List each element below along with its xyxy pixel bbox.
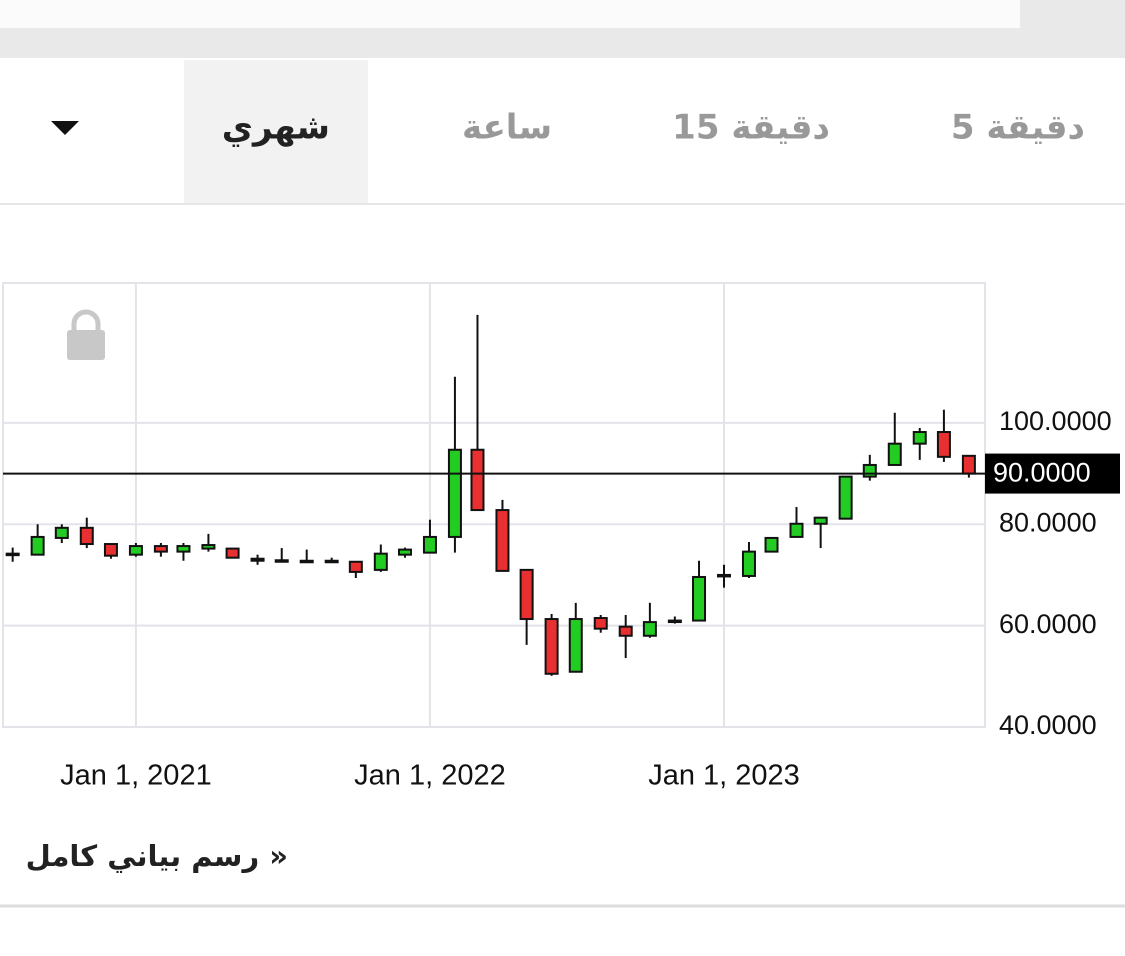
candle-body [225, 547, 240, 559]
candle-body [593, 617, 608, 630]
candle-body [348, 560, 363, 573]
last-price-label: 90.0000 [993, 458, 1091, 488]
y-tick-label: 100.0000 [999, 406, 1112, 436]
y-tick-label: 60.0000 [999, 609, 1097, 639]
candle-body [103, 543, 118, 557]
candle-body [618, 625, 633, 637]
tab[interactable]: شهري [222, 108, 330, 148]
candle-body [764, 536, 779, 553]
top-card [0, 0, 1020, 28]
candle-body [544, 618, 559, 675]
candle-body [568, 618, 583, 673]
candle-body [274, 559, 289, 563]
candle-body [936, 431, 951, 458]
candle-body [176, 545, 191, 553]
candle-body [54, 526, 69, 539]
candle-body [397, 548, 412, 556]
lock-icon [67, 309, 105, 360]
candle-body [422, 535, 437, 554]
candle-body [887, 442, 902, 466]
candle-body [30, 535, 45, 556]
y-tick-label: 80.0000 [999, 507, 1097, 537]
x-tick-label: Jan 1, 2022 [354, 760, 506, 792]
candle-body [813, 516, 828, 525]
plot-area [2, 282, 986, 728]
candle-body [201, 544, 216, 550]
candle-body [912, 431, 927, 445]
candle-body [250, 557, 265, 562]
candle-body [642, 621, 657, 637]
tab[interactable]: 5 دقيقة [951, 108, 1085, 148]
candle-body [667, 619, 682, 624]
x-tick-label: Jan 1, 2023 [648, 760, 800, 792]
tab[interactable]: 15 دقيقة [672, 108, 830, 148]
candle-body [862, 463, 877, 478]
dropdown[interactable] [51, 121, 79, 135]
candle-body [299, 559, 314, 564]
candle-body [519, 568, 534, 621]
candle-body [789, 522, 804, 538]
candle-body [373, 552, 388, 571]
candle-body [324, 559, 339, 564]
candle-body [741, 550, 756, 577]
candle-body [470, 448, 485, 512]
candle-body [495, 509, 510, 572]
candle-body [961, 454, 976, 475]
candle-body [79, 526, 94, 546]
candle-body [153, 545, 168, 553]
candle-body [5, 552, 20, 557]
last-price-box [985, 453, 1120, 494]
candle-body [447, 448, 462, 538]
x-tick-label: Jan 1, 2021 [60, 760, 212, 792]
y-tick-label: 40.0000 [999, 710, 1097, 740]
full-chart-link[interactable]: رسم بياني كامل » [26, 839, 288, 873]
selected-tab-bg [184, 60, 368, 203]
candle-body [128, 545, 143, 556]
candle-body [692, 575, 707, 622]
candle-body [716, 573, 731, 578]
tab[interactable]: ساعة [462, 108, 552, 148]
candle-body [838, 475, 853, 520]
